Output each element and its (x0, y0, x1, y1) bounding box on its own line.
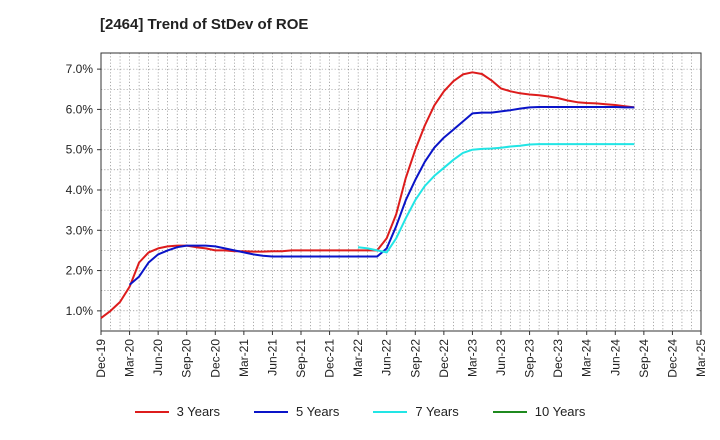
legend-swatch (492, 410, 527, 413)
x-tick-label: Jun-22 (380, 339, 394, 376)
x-tick-label: Sep-21 (294, 339, 308, 378)
legend: 3 Years 5 Years 7 Years 10 Years (0, 404, 720, 419)
x-tick-label: Mar-20 (123, 339, 137, 377)
x-tick-label: Dec-20 (208, 339, 222, 378)
legend-swatch (254, 410, 288, 413)
y-tick-label: 7.0% (66, 62, 94, 76)
x-tick-label: Sep-20 (180, 339, 194, 378)
x-tick-label: Dec-24 (665, 339, 679, 378)
x-tick-label: Mar-24 (580, 339, 594, 377)
x-tick-label: Mar-22 (351, 339, 365, 377)
x-tick-label: Dec-23 (551, 339, 565, 378)
y-tick-label: 2.0% (66, 264, 94, 278)
x-tick-label: Jun-23 (494, 339, 508, 376)
series-line-5-years (128, 106, 635, 286)
legend-item: 3 Years (134, 404, 220, 419)
x-tick-label: Jun-21 (265, 339, 279, 376)
series-line-7-years (357, 143, 635, 254)
legend-swatch (373, 410, 408, 413)
plot-frame (100, 52, 702, 332)
x-tick-label: Dec-21 (323, 339, 337, 378)
plot-area (101, 53, 701, 331)
y-tick-label: 4.0% (66, 183, 94, 197)
legend-label: 7 Years (415, 404, 459, 419)
x-tick-label: Sep-23 (523, 339, 537, 378)
grid (100, 53, 702, 331)
x-tick-label: Mar-25 (694, 339, 708, 377)
legend-label: 10 Years (534, 404, 586, 419)
x-tick-label: Jun-20 (151, 339, 165, 376)
legend-item: 5 Years (254, 404, 339, 419)
chart-title: [2464] Trend of StDev of ROE (100, 16, 309, 33)
y-tick-label: 1.0% (66, 304, 94, 318)
legend-item: 10 Years (492, 404, 586, 419)
x-tick-label: Mar-23 (465, 339, 479, 377)
x-tick-label: Jun-24 (608, 339, 622, 376)
legend-label: 3 Years (176, 404, 220, 419)
x-tick-label: Dec-22 (437, 339, 451, 378)
y-tick-label: 6.0% (66, 102, 94, 116)
series-lines (100, 71, 635, 319)
legend-swatch (134, 410, 169, 413)
y-tick-label: 3.0% (66, 223, 94, 237)
x-tick-label: Sep-24 (637, 339, 651, 378)
legend-item: 7 Years (373, 404, 459, 419)
legend-label: 5 Years (296, 404, 340, 419)
y-tick-label: 5.0% (66, 143, 94, 157)
x-tick-label: Sep-22 (408, 339, 422, 378)
x-tick-label: Mar-21 (237, 339, 251, 377)
axes: 1.0% 2.0% 3.0% 4.0% 5.0% 6.0% 7.0% Dec-19 Mar-20… (66, 52, 708, 378)
x-tick-label: Dec-19 (94, 339, 108, 378)
